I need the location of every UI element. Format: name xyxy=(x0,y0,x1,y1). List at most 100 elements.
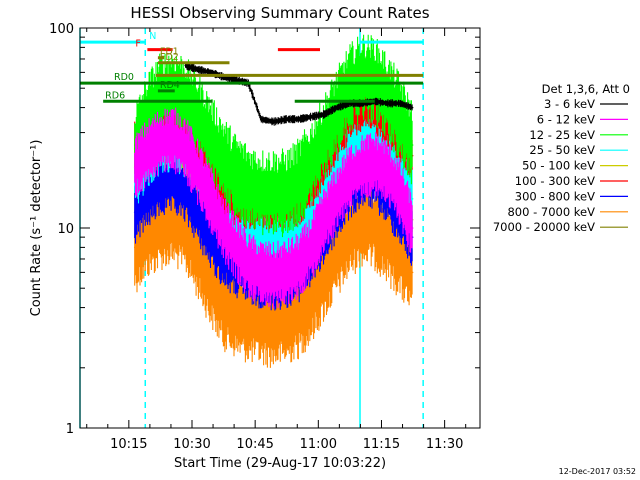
data-point-0-6 xyxy=(209,71,212,74)
data-point-7-4 xyxy=(184,227,187,229)
data-point-7-13 xyxy=(298,311,300,313)
data-point-1-13 xyxy=(298,264,300,267)
data-point-2-12 xyxy=(285,191,288,194)
data-point-6-0 xyxy=(133,211,136,213)
status-label-2: F xyxy=(135,39,140,50)
legend-label-0: 3 - 6 keV xyxy=(544,97,595,111)
data-point-7-5 xyxy=(197,252,199,254)
data-point-1-16 xyxy=(336,197,338,200)
data-point-0-8 xyxy=(234,79,237,81)
data-point-7-8 xyxy=(234,311,237,313)
data-point-1-11 xyxy=(272,274,275,277)
data-point-1-6 xyxy=(209,197,212,200)
data-point-2-7 xyxy=(222,158,224,161)
data-point-3-12 xyxy=(285,236,288,238)
legend-label-7: 800 - 7000 keV xyxy=(507,205,595,219)
data-point-1-14 xyxy=(310,246,313,249)
data-point-0-18 xyxy=(361,102,363,105)
data-point-2-15 xyxy=(323,137,326,140)
data-point-1-5 xyxy=(197,171,199,174)
status-label-9: RD6 xyxy=(105,90,125,101)
data-point-3-19 xyxy=(373,137,376,140)
data-point-7-3 xyxy=(171,218,174,221)
data-point-6-5 xyxy=(197,211,199,213)
x-tick-label-0: 10:15 xyxy=(110,437,147,452)
legend-label-3: 25 - 50 keV xyxy=(529,143,595,157)
data-point-7-10 xyxy=(260,318,262,320)
data-point-5-19 xyxy=(373,106,376,109)
data-point-0-17 xyxy=(348,102,351,105)
data-point-1-9 xyxy=(247,264,250,267)
data-point-1-8 xyxy=(234,246,237,249)
data-point-0-21 xyxy=(399,102,401,105)
data-point-7-21 xyxy=(399,252,401,254)
data-point-1-15 xyxy=(323,218,326,221)
data-point-7-14 xyxy=(310,296,313,299)
data-point-0-20 xyxy=(386,102,389,105)
data-point-7-7 xyxy=(222,302,224,305)
data-point-7-12 xyxy=(285,318,288,320)
data-point-6-6 xyxy=(209,236,212,238)
data-point-3-16 xyxy=(336,162,338,165)
data-point-7-17 xyxy=(348,231,351,234)
status-label-5: FD2 xyxy=(160,52,179,63)
data-point-3-15 xyxy=(323,186,326,188)
data-point-7-11 xyxy=(272,320,275,323)
legend-label-2: 12 - 25 keV xyxy=(529,128,595,142)
data-point-7-19 xyxy=(373,222,376,225)
data-point-2-5 xyxy=(197,115,199,118)
data-point-2-8 xyxy=(234,176,237,178)
data-point-1-3 xyxy=(171,137,174,140)
status-label-7: RD0 xyxy=(114,72,134,83)
legend-label-5: 100 - 300 keV xyxy=(515,174,595,188)
data-point-7-1 xyxy=(146,231,149,234)
data-point-2-6 xyxy=(209,137,212,140)
data-point-2-1 xyxy=(146,115,149,118)
status-label-8: RD4 xyxy=(160,80,180,91)
data-point-1-18 xyxy=(361,166,363,169)
data-point-1-17 xyxy=(348,176,351,178)
data-point-3-9 xyxy=(247,231,250,234)
data-point-2-17 xyxy=(348,87,351,90)
data-point-0-4 xyxy=(184,64,187,67)
data-point-0-5 xyxy=(197,68,199,71)
legend-title: Det 1,3,6, Att 0 xyxy=(542,82,630,96)
data-point-2-19 xyxy=(373,79,376,81)
data-point-3-22 xyxy=(411,197,414,200)
data-point-7-6 xyxy=(209,279,212,281)
status-label-0: N xyxy=(149,31,156,42)
data-point-6-2 xyxy=(159,183,161,186)
x-tick-label-5: 11:30 xyxy=(426,437,463,452)
chart-title: HESSI Observing Summary Count Rates xyxy=(130,4,429,22)
data-point-2-13 xyxy=(298,181,300,183)
data-point-3-17 xyxy=(348,144,351,146)
data-point-7-16 xyxy=(336,252,338,254)
data-point-7-0 xyxy=(133,246,136,249)
data-point-2-9 xyxy=(247,186,250,188)
data-point-3-11 xyxy=(272,238,275,240)
legend-label-6: 300 - 800 keV xyxy=(515,189,595,203)
data-point-1-12 xyxy=(285,271,288,274)
data-point-6-3 xyxy=(171,181,174,183)
data-point-2-11 xyxy=(272,191,275,194)
data-point-6-4 xyxy=(184,189,187,191)
x-tick-label-2: 10:45 xyxy=(236,437,273,452)
data-point-1-22 xyxy=(411,227,414,229)
data-point-0-11 xyxy=(272,120,275,123)
legend-label-4: 50 - 100 keV xyxy=(522,159,595,173)
data-point-1-20 xyxy=(386,171,389,174)
data-point-3-10 xyxy=(260,236,262,238)
data-point-1-7 xyxy=(222,227,224,229)
data-point-0-13 xyxy=(298,118,300,120)
y-tick-label-2: 100 xyxy=(49,22,74,37)
data-point-0-22 xyxy=(411,106,414,109)
y-tick-label-1: 10 xyxy=(57,222,74,237)
data-point-1-0 xyxy=(133,166,136,169)
data-point-7-20 xyxy=(386,236,389,238)
data-point-0-16 xyxy=(336,106,338,109)
data-point-3-14 xyxy=(310,211,313,213)
data-point-1-1 xyxy=(146,151,149,153)
data-point-7-2 xyxy=(159,222,161,225)
